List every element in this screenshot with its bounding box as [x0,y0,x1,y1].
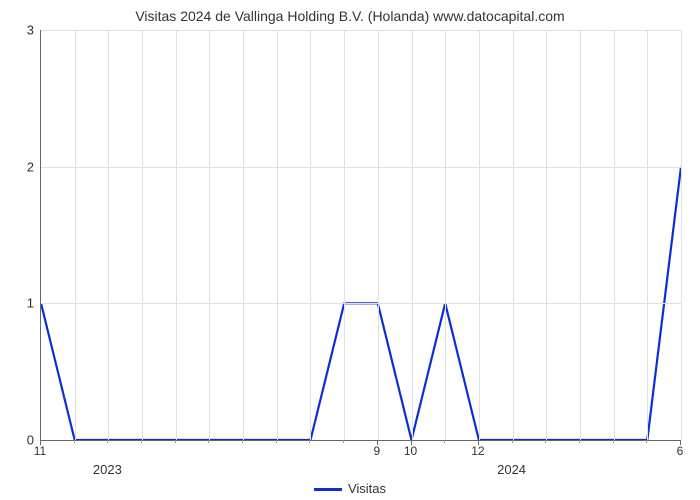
chart-container: Visitas 2024 de Vallinga Holding B.V. (H… [0,0,700,500]
grid-line-h [41,303,681,304]
x-tick-label: 6 [677,444,684,458]
x-tick-minor [444,440,445,443]
grid-line-v [243,30,244,440]
x-tick-major [377,440,378,445]
grid-line-v [378,30,379,440]
grid-line-v [75,30,76,440]
grid-line-v [277,30,278,440]
y-tick-label: 0 [18,433,34,448]
legend-swatch [314,488,342,491]
grid-line-v [580,30,581,440]
grid-line-v [310,30,311,440]
legend: Visitas [0,481,700,496]
grid-line-v [479,30,480,440]
y-tick-label: 1 [18,296,34,311]
y-tick-label: 3 [18,23,34,38]
x-tick-major [40,440,41,445]
y-tick-label: 2 [18,159,34,174]
x-tick-minor [276,440,277,443]
grid-line-v [412,30,413,440]
x-tick-minor [141,440,142,443]
x-year-label: 2023 [93,462,122,477]
x-tick-minor [309,440,310,443]
x-tick-minor [579,440,580,443]
x-tick-minor [107,440,108,443]
grid-line-v [513,30,514,440]
x-tick-label: 11 [34,444,46,458]
grid-line-v [142,30,143,440]
x-tick-minor [613,440,614,443]
grid-line-v [176,30,177,440]
grid-line-v [614,30,615,440]
x-tick-label: 10 [404,444,417,458]
grid-line-h [41,30,681,31]
x-tick-minor [343,440,344,443]
grid-line-v [209,30,210,440]
x-tick-label: 12 [471,444,484,458]
x-tick-minor [175,440,176,443]
x-year-label: 2024 [497,462,526,477]
x-tick-major [411,440,412,445]
x-tick-minor [646,440,647,443]
grid-line-v [344,30,345,440]
grid-line-v [546,30,547,440]
x-tick-minor [208,440,209,443]
grid-line-v [681,30,682,440]
x-tick-minor [545,440,546,443]
grid-line-v [647,30,648,440]
chart-title: Visitas 2024 de Vallinga Holding B.V. (H… [0,8,700,24]
grid-line-v [445,30,446,440]
x-tick-major [478,440,479,445]
grid-line-h [41,167,681,168]
x-tick-minor [242,440,243,443]
plot-area [40,30,681,441]
x-tick-minor [74,440,75,443]
x-tick-label: 9 [373,444,380,458]
x-tick-minor [512,440,513,443]
grid-line-v [108,30,109,440]
line-svg [41,30,681,440]
x-tick-major [680,440,681,445]
legend-label: Visitas [348,481,386,496]
